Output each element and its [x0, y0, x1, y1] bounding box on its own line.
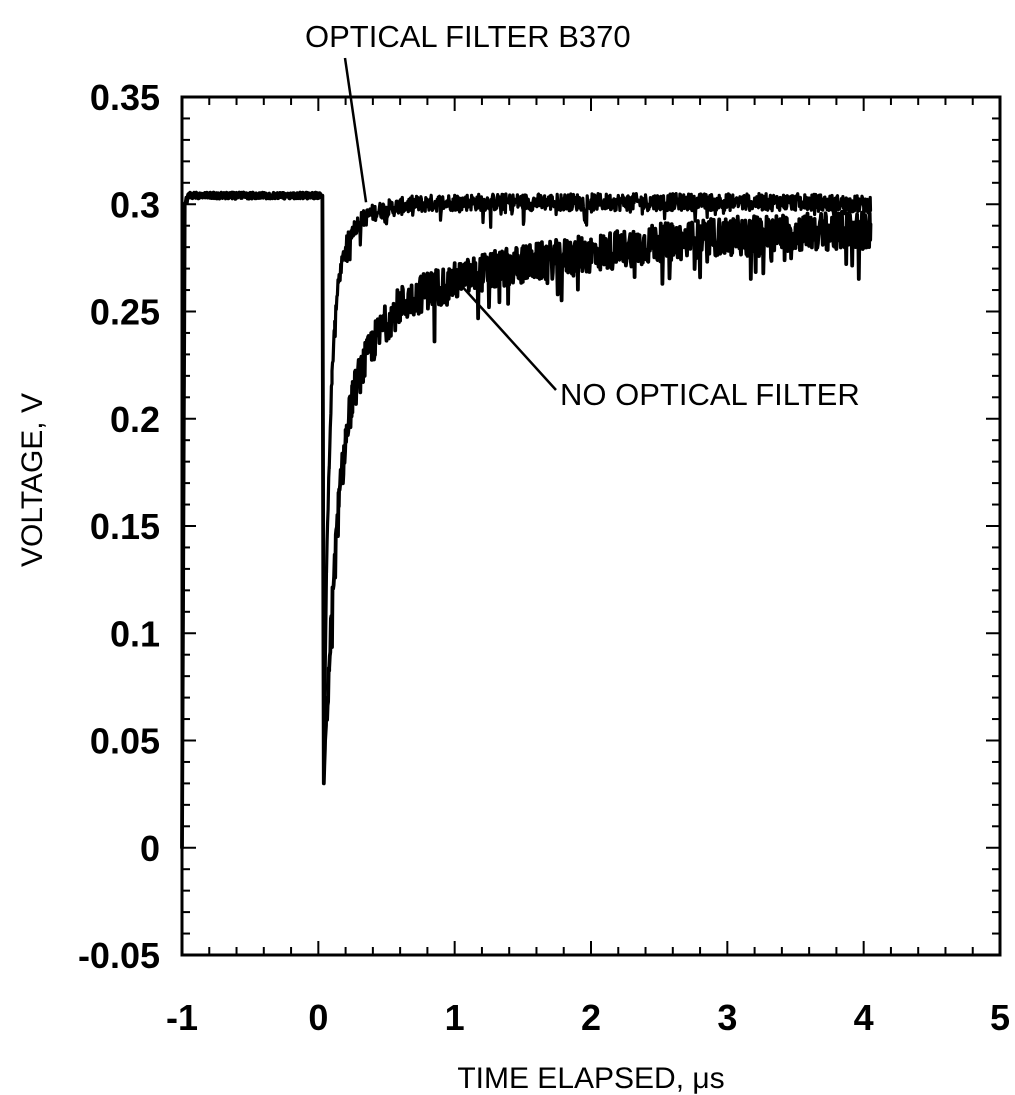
series-line-no-optical-filter	[180, 190, 873, 850]
x-tick-label: 4	[854, 997, 874, 1038]
y-axis-label: VOLTAGE, V	[16, 393, 49, 567]
annotation-optical-filter-b370: OPTICAL FILTER B370	[305, 19, 631, 54]
x-axis-label: TIME ELAPSED, μs	[457, 1062, 724, 1095]
y-tick-label: 0.15	[90, 506, 160, 547]
tick-labels-layer: -1 0 1 2 3 4 5 -0.05 0 0.05 0.1 0.15 0.2 0.25 0.3 0.35	[78, 77, 1010, 1038]
y-tick-label: -0.05	[78, 935, 160, 976]
annotation-layer: OPTICAL FILTER B370 NO OPTICAL FILTER	[305, 19, 860, 412]
series-layer	[180, 190, 873, 850]
ticks-layer	[181, 96, 1001, 956]
y-tick-label: 0.3	[110, 184, 160, 225]
x-tick-label: 1	[445, 997, 465, 1038]
x-tick-label: -1	[166, 997, 198, 1038]
annotation-leader-no-filter	[460, 284, 557, 391]
y-tick-label: 0.25	[90, 292, 160, 333]
y-tick-label: 0.2	[110, 399, 160, 440]
y-tick-label: 0.1	[110, 613, 160, 654]
x-tick-label: 0	[308, 997, 328, 1038]
y-tick-label: 0.05	[90, 721, 160, 762]
x-tick-label: 5	[990, 997, 1010, 1038]
y-tick-label: 0	[140, 828, 160, 869]
x-tick-label: 3	[717, 997, 737, 1038]
annotation-leader-b370	[343, 57, 368, 203]
y-tick-label: 0.35	[90, 77, 160, 118]
x-tick-label: 2	[581, 997, 601, 1038]
annotation-no-optical-filter: NO OPTICAL FILTER	[560, 377, 860, 412]
